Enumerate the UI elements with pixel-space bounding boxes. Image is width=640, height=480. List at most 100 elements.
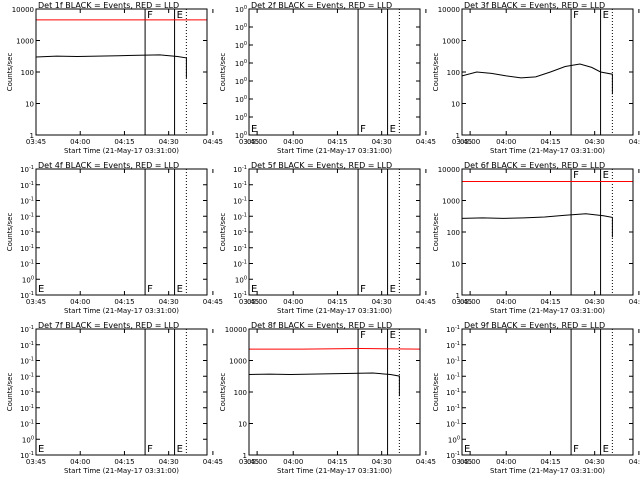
x-tick-label: 03:45 <box>452 138 472 146</box>
x-tick-label: 04:30 <box>372 458 392 466</box>
event-marker-label: E <box>251 124 257 135</box>
y-tick-label: 1 <box>30 132 34 140</box>
x-tick-label: 04:00 <box>496 138 516 146</box>
event-marker-label: F <box>573 170 579 181</box>
y-tick-label: 10-1 <box>20 341 34 350</box>
y-tick-label: 10-1 <box>233 260 247 269</box>
x-tick-label: 04:45 <box>416 138 436 146</box>
y-tick-label: 1000 <box>16 38 34 46</box>
y-tick-label: 10-1 <box>20 212 34 221</box>
x-tick-label: 03:45 <box>452 298 472 306</box>
event-marker-label: E <box>603 170 609 181</box>
y-tick-label: 10-1 <box>233 291 247 300</box>
x-tick-label: 04:30 <box>585 298 605 306</box>
y-tick-label: 100 <box>235 113 247 122</box>
x-tick-label: 04:15 <box>540 458 560 466</box>
event-marker-label: E <box>177 284 183 295</box>
plot-frame <box>461 328 634 456</box>
y-tick-label: 10 <box>451 261 460 269</box>
x-tick-label: 04:00 <box>70 298 90 306</box>
event-marker-label: E <box>390 330 396 341</box>
event-marker-label: E <box>603 444 609 455</box>
y-tick-label: 10-1 <box>446 388 460 397</box>
x-tick-label: 03:45 <box>239 458 259 466</box>
panel-title: Det 8f BLACK = Events, RED = LLD <box>251 321 392 330</box>
x-tick-label: 03:45 <box>26 458 46 466</box>
y-tick-label: 100 <box>448 435 460 444</box>
y-tick-label: 100 <box>235 95 247 104</box>
event-marker-label: F <box>147 10 153 21</box>
y-axis-label: Counts/sec <box>432 213 440 252</box>
x-axis-label: Start Time (21-May-17 03:31:00) <box>277 147 392 155</box>
y-tick-label: 1 <box>243 452 247 460</box>
y-axis-label: Counts/sec <box>219 213 227 252</box>
panel-title: Det 1f BLACK = Events, RED = LLD <box>38 1 179 10</box>
x-tick-label: 04:15 <box>540 138 560 146</box>
x-tick-label: 04:15 <box>114 458 134 466</box>
y-tick-label: 10-1 <box>20 244 34 253</box>
plot-frame <box>461 168 634 296</box>
panel-title: Det 7f BLACK = Events, RED = LLD <box>38 321 179 330</box>
y-tick-label: 10 <box>451 101 460 109</box>
y-axis-label: Counts/sec <box>219 53 227 92</box>
x-tick-label: 03:45 <box>26 138 46 146</box>
x-tick-label: 04:00 <box>70 458 90 466</box>
y-tick-label: 100 <box>235 275 247 284</box>
y-tick-label: 100 <box>235 131 247 140</box>
detector-panel: Det 4f BLACK = Events, RED = LLD E F E 03:45… <box>6 161 267 315</box>
y-tick-label: 10-1 <box>446 372 460 381</box>
x-tick-label: 05:00 <box>247 458 267 466</box>
x-tick-label: 03:45 <box>239 138 259 146</box>
event-marker-label: E <box>464 444 470 455</box>
x-tick-label: 04:00 <box>496 298 516 306</box>
y-tick-label: 10-1 <box>20 165 34 174</box>
y-tick-label: 10-1 <box>20 325 34 334</box>
x-tick-label: 04:45 <box>629 458 640 466</box>
x-tick-label: 04:30 <box>372 298 392 306</box>
data-series-line <box>462 63 613 95</box>
y-axis-label: Counts/sec <box>6 213 14 252</box>
panel-title: Det 9f BLACK = Events, RED = LLD <box>464 321 605 330</box>
event-marker-label: F <box>147 284 153 295</box>
y-axis-label: Counts/sec <box>432 373 440 412</box>
x-tick-label: 03:45 <box>26 298 46 306</box>
y-tick-label: 10000 <box>12 6 34 14</box>
event-marker-label: E <box>38 444 44 455</box>
panel-title: Det 5f BLACK = Events, RED = LLD <box>251 161 392 170</box>
x-tick-label: 04:00 <box>283 458 303 466</box>
event-marker-label: F <box>573 10 579 21</box>
x-tick-label: 04:30 <box>159 138 179 146</box>
x-axis-label: Start Time (21-May-17 03:31:00) <box>490 147 605 155</box>
event-marker-label: F <box>360 330 366 341</box>
y-tick-label: 10-1 <box>20 372 34 381</box>
x-axis-label: Start Time (21-May-17 03:31:00) <box>64 307 179 315</box>
x-tick-label: 04:30 <box>159 298 179 306</box>
y-tick-label: 100 <box>21 69 34 77</box>
y-tick-label: 10-1 <box>233 181 247 190</box>
x-tick-label: 04:45 <box>629 138 640 146</box>
y-tick-label: 1 <box>456 132 460 140</box>
plot-frame <box>35 328 208 456</box>
y-tick-label: 10-1 <box>446 357 460 366</box>
x-tick-label: 04:30 <box>585 458 605 466</box>
plot-frame <box>35 8 208 136</box>
y-axis-label: Counts/sec <box>219 373 227 412</box>
y-tick-label: 10-1 <box>20 181 34 190</box>
x-tick-label: 04:45 <box>629 298 640 306</box>
y-tick-label: 10-1 <box>233 212 247 221</box>
y-tick-label: 10-1 <box>20 357 34 366</box>
x-tick-label: 04:45 <box>203 458 223 466</box>
x-axis-label: Start Time (21-May-17 03:31:00) <box>277 307 392 315</box>
y-tick-label: 1 <box>456 292 460 300</box>
y-tick-label: 100 <box>234 389 247 397</box>
event-marker-label: E <box>390 284 396 295</box>
event-marker-label: F <box>360 124 366 135</box>
panel-title: Det 2f BLACK = Events, RED = LLD <box>251 1 392 10</box>
data-series-line <box>249 347 420 350</box>
x-axis-label: Start Time (21-May-17 03:31:00) <box>64 147 179 155</box>
y-axis-label: Counts/sec <box>6 53 14 92</box>
plot-frame <box>248 328 421 456</box>
